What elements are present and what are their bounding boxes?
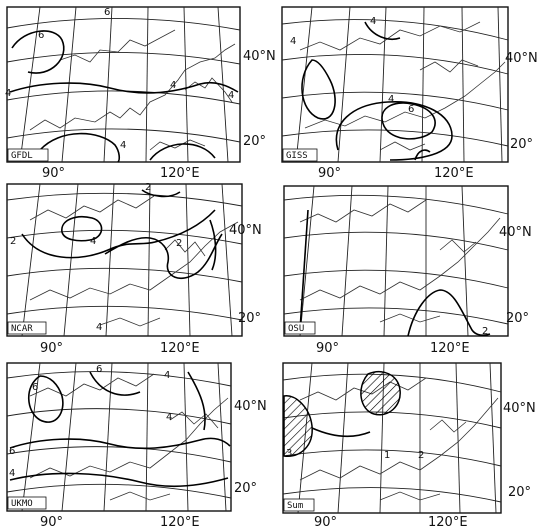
panel-sum: 1 2 3 Sum 90° 120°E 40°N 20° [282, 362, 536, 529]
contour-label: 4 [388, 94, 394, 105]
contour-lines [283, 370, 401, 457]
contour-label: 4 [9, 468, 15, 479]
latlon-grid [6, 183, 243, 337]
panel-gfdl: 6 6 4 4 4 4 GFDL 90° 120°E 40°N 20° [5, 6, 276, 181]
panel-label-box [7, 321, 47, 335]
contour-label: 6 [104, 7, 110, 18]
panel-frame [283, 185, 509, 337]
y-axis-label: 40°N [499, 225, 532, 240]
panel-label: NCAR [11, 324, 33, 334]
panel-label: GFDL [11, 151, 33, 161]
x-axis-label: 120°E [160, 166, 200, 181]
panel-frame [282, 362, 502, 514]
latlon-grid [6, 362, 232, 512]
panel-label: Sum [287, 501, 303, 511]
panel-label-box [7, 496, 47, 510]
contour-label: 2 [10, 236, 16, 247]
panel-label-box [284, 321, 316, 335]
y-axis-label: 40°N [505, 51, 538, 66]
x-axis-label: 120°E [160, 515, 200, 529]
panel-label: OSU [288, 324, 304, 334]
contour-label: 6 [32, 382, 38, 393]
x-axis-label: 120°E [160, 341, 200, 356]
panel-ukmo: 6 6 4 6 4 4 UKMO 90° 120°E 40°N 20° [6, 362, 267, 529]
panel-label-box [282, 148, 318, 162]
y-axis-label: 40°N [503, 401, 536, 416]
y-axis-label: 40°N [243, 49, 276, 64]
y-axis-label: 20° [243, 134, 266, 149]
latlon-grid [283, 185, 509, 337]
coastline [29, 29, 236, 151]
contour-lines [9, 30, 239, 163]
contour-label: 6 [408, 104, 414, 115]
contour-label: 2 [482, 326, 488, 337]
contour-label: 4 [170, 80, 176, 91]
coastline [29, 373, 229, 501]
x-axis-label: 90° [40, 515, 63, 529]
x-axis-label: 90° [318, 166, 341, 181]
contour-label: 6 [96, 364, 102, 375]
y-axis-label: 20° [508, 485, 531, 500]
contour-label: 2 [418, 450, 424, 461]
contour-label: 4 [164, 370, 170, 381]
contour-lines [299, 209, 491, 337]
panel-frame [6, 6, 241, 163]
panel-osu: 2 OSU 90° 120°E 40°N 20° [283, 185, 532, 356]
y-axis-label: 40°N [229, 223, 262, 238]
panel-frame [281, 6, 509, 163]
panel-frame [6, 362, 232, 512]
x-axis-label: 90° [314, 515, 337, 529]
contour-label: 4 [228, 90, 234, 101]
contour-label: 2 [145, 182, 151, 193]
y-axis-label: 20° [510, 137, 533, 152]
panel-label-box [7, 148, 49, 162]
contour-label: 4 [370, 16, 376, 27]
contour-label: 4 [5, 88, 11, 99]
y-axis-label: 40°N [234, 399, 267, 414]
contour-label: 6 [9, 446, 15, 457]
coastline [29, 195, 239, 327]
contour-lines [301, 21, 453, 161]
contour-label: 4 [166, 412, 172, 423]
x-axis-label: 90° [42, 166, 65, 181]
contour-lines [9, 371, 231, 488]
panel-label: GISS [286, 151, 308, 161]
coastline [299, 21, 506, 151]
contour-label: 4 [120, 140, 126, 151]
contour-label: 4 [290, 36, 296, 47]
contour-label: 1 [384, 450, 390, 461]
y-axis-label: 20° [234, 481, 257, 496]
panel-ncar: 2 2 4 2 4 NCAR 90° 120°E 40°N 20° [6, 182, 262, 356]
panel-frame [6, 183, 243, 337]
x-axis-label: 90° [316, 341, 339, 356]
panel-label: UKMO [11, 499, 33, 509]
contour-label: 4 [90, 236, 96, 247]
coastline [299, 199, 501, 323]
contour-lines [21, 189, 223, 280]
contour-label: 4 [96, 322, 102, 333]
contour-label: 2 [176, 238, 182, 249]
y-axis-label: 20° [506, 311, 529, 326]
x-axis-label: 120°E [428, 515, 468, 529]
contour-label: 6 [38, 30, 44, 41]
y-axis-label: 20° [238, 311, 261, 326]
x-axis-label: 90° [40, 341, 63, 356]
x-axis-label: 120°E [434, 166, 474, 181]
latlon-grid [281, 6, 509, 163]
x-axis-label: 120°E [430, 341, 470, 356]
contour-label: 3 [286, 448, 292, 459]
panel-label-box [283, 498, 315, 512]
panel-giss: 4 4 4 6 GISS 90° 120°E 40°N 20° [281, 6, 538, 181]
